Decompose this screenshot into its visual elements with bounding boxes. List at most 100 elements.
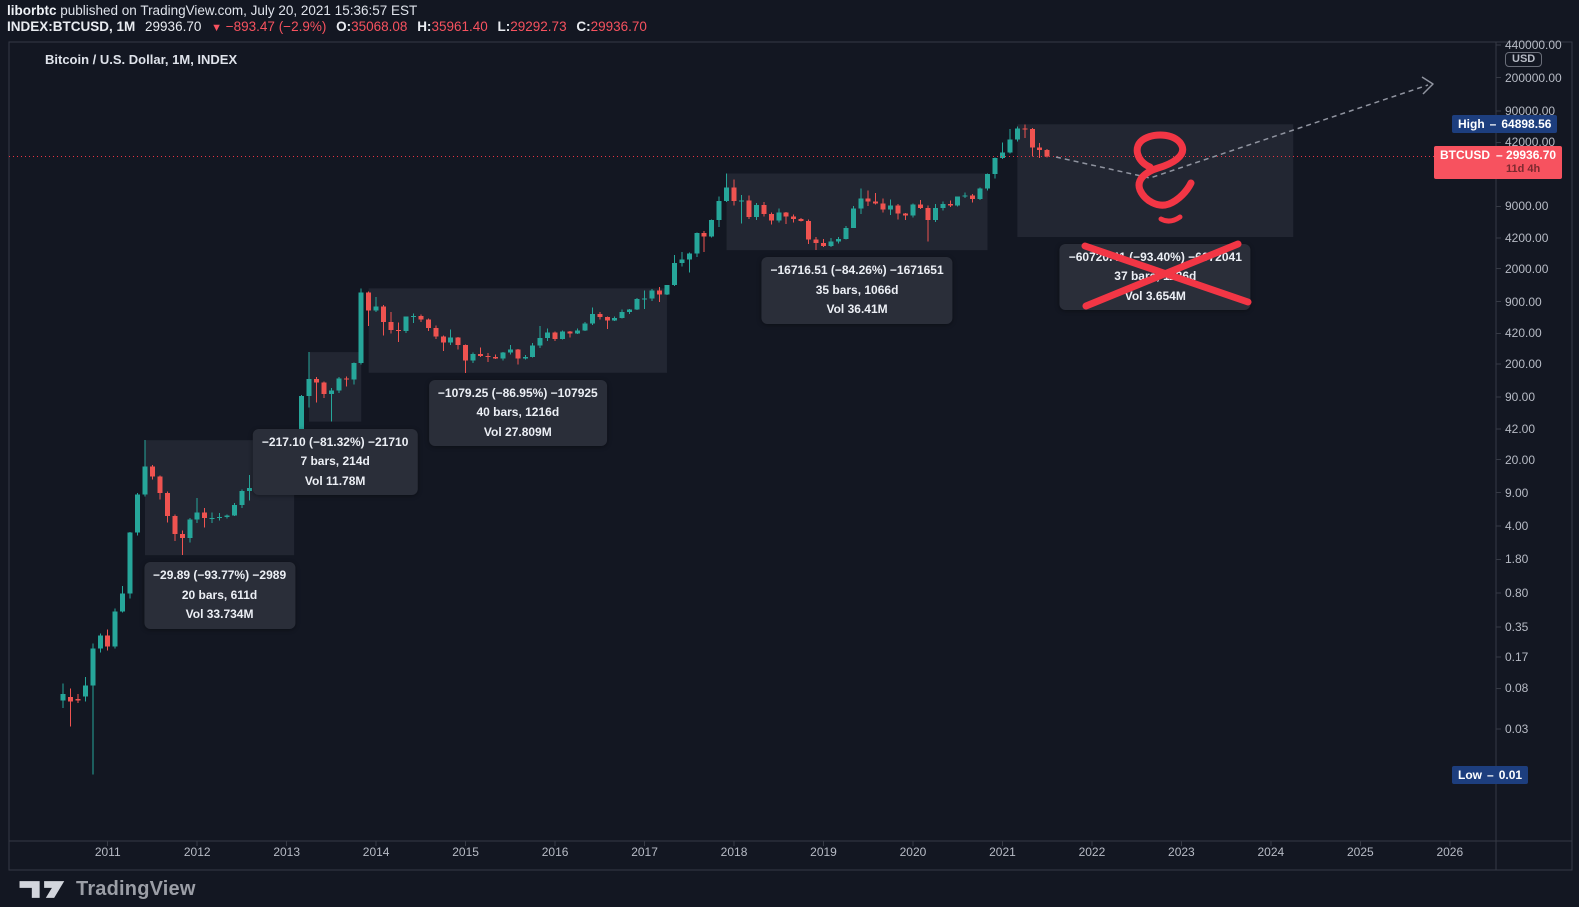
measurement-tooltip-line1: −60720.41 (−93.40%) −6072041	[1068, 249, 1242, 264]
candle-body	[127, 532, 133, 594]
measurement-tooltip[interactable]: −29.89 (−93.77%) −2989 20 bars, 611d Vol 3…	[144, 562, 296, 629]
candle-body	[209, 517, 215, 519]
candle-body	[306, 379, 312, 396]
measurement-tooltip-line1: −16716.51 (−84.26%) −1671651	[770, 263, 944, 278]
candle-body	[202, 512, 208, 518]
candle-body	[485, 355, 491, 358]
candle-body	[821, 243, 827, 246]
candle-body	[917, 204, 923, 209]
measurement-tooltip-line1: −29.89 (−93.77%) −2989	[153, 568, 287, 583]
candle-body	[985, 173, 991, 189]
candle-body	[932, 207, 938, 221]
candle-body	[500, 352, 506, 359]
candle-body	[112, 611, 118, 647]
trend-arrow[interactable]	[1055, 76, 1434, 179]
candle-body	[589, 313, 595, 324]
measurement-tooltip[interactable]: −60720.41 (−93.40%) −6072041 37 bars, 112…	[1059, 243, 1251, 311]
candle-body	[314, 379, 320, 383]
candle-body	[396, 330, 402, 332]
candle-body	[507, 349, 513, 353]
candle-body	[381, 306, 387, 323]
candle-body	[418, 316, 424, 320]
candle-body	[1007, 139, 1013, 153]
candle-body	[560, 331, 566, 339]
candle-body	[75, 698, 81, 701]
candle-body	[545, 332, 551, 338]
candle-body	[768, 213, 774, 221]
candle-body	[1014, 128, 1020, 140]
candle-body	[478, 354, 484, 356]
candle-body	[448, 337, 454, 343]
candle-body	[410, 316, 416, 318]
candle-body	[179, 534, 185, 539]
measurement-tooltip-line3: Vol 36.41M	[826, 302, 888, 317]
candle-body	[701, 233, 707, 237]
candle-body	[463, 344, 469, 361]
candle-body	[67, 697, 73, 702]
candle-body	[231, 504, 237, 516]
candle-body	[761, 205, 767, 214]
candle-body	[187, 519, 193, 539]
measurement-tooltip-line3: Vol 27.809M	[483, 424, 552, 439]
measurement-tooltip[interactable]: −1079.25 (−86.95%) −107925 40 bars, 1216d…	[428, 379, 607, 447]
candle-body	[1044, 149, 1050, 157]
candle-body	[366, 292, 372, 311]
candle-body	[455, 337, 461, 345]
candle-body	[336, 378, 342, 391]
candle-body	[999, 152, 1005, 158]
candle-body	[776, 212, 782, 221]
candle-body	[1022, 128, 1028, 130]
candle-body	[537, 337, 543, 346]
candle-body	[731, 187, 737, 201]
measurement-tooltip-line2: 35 bars, 1066d	[815, 282, 899, 297]
measurement-tooltip-line1: −217.10 (−81.32%) −21710	[261, 434, 409, 449]
candle-body	[843, 227, 849, 239]
candle-body	[910, 204, 916, 216]
candle-body	[619, 312, 625, 318]
candle-body	[783, 212, 789, 217]
candle-body	[217, 516, 223, 518]
candle-body	[470, 354, 476, 361]
candle-body	[977, 188, 983, 199]
candle-body	[724, 187, 730, 201]
candle-body	[574, 330, 580, 334]
candle-body	[351, 363, 357, 380]
candle-body	[299, 395, 305, 439]
candle-body	[530, 345, 536, 358]
candle-body	[798, 218, 804, 221]
candle-body	[828, 241, 834, 246]
measurement-tooltip[interactable]: −16716.51 (−84.26%) −1671651 35 bars, 106…	[761, 257, 953, 324]
measurement-rect[interactable]	[726, 173, 988, 251]
axis-ticks	[107, 44, 1501, 846]
candle-body	[597, 313, 603, 317]
candle-body	[880, 203, 886, 210]
candle-body	[321, 382, 327, 395]
measurement-tooltip-line1: −1079.25 (−86.95%) −107925	[437, 385, 598, 400]
measurement-tooltip[interactable]: −217.10 (−81.32%) −21710 7 bars, 214d Vol …	[252, 428, 418, 496]
chart-frame-lines	[8, 41, 1573, 871]
candle-body	[888, 205, 894, 210]
measurement-rect[interactable]	[1017, 124, 1294, 237]
candle-body	[686, 253, 692, 260]
candle-body	[709, 219, 715, 237]
candle-body	[746, 200, 752, 217]
candle-body	[388, 322, 394, 331]
candle-body	[515, 349, 521, 359]
candle-body	[992, 157, 998, 174]
candle-body	[970, 195, 976, 199]
candle-body	[604, 316, 610, 321]
candle-body	[239, 490, 245, 505]
candle-body	[850, 208, 856, 228]
candle-body	[649, 290, 655, 299]
candle-body	[895, 205, 901, 214]
candle-body	[873, 201, 879, 204]
candle-body	[440, 336, 446, 343]
candle-body	[694, 233, 700, 254]
candle-body	[343, 378, 349, 380]
candle-body	[664, 285, 670, 295]
candle-body	[716, 200, 722, 220]
candle-body	[925, 208, 931, 221]
candle-body	[940, 204, 946, 208]
